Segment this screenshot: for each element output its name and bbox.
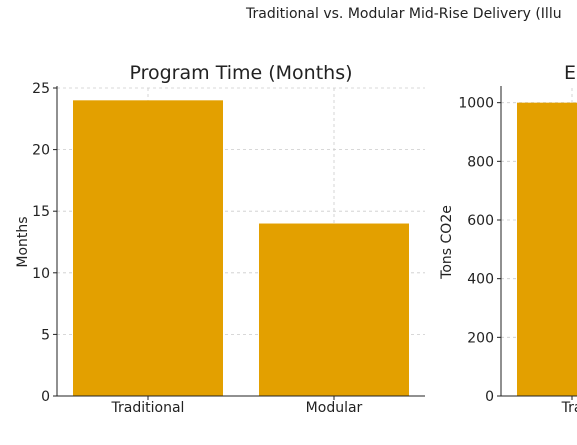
chart-title: E xyxy=(564,62,576,84)
y-tick-label: 20 xyxy=(32,143,50,159)
y-tick-label: 800 xyxy=(467,154,494,170)
y-tick-label: 0 xyxy=(41,389,50,405)
y-axis-label: Months xyxy=(15,216,31,267)
plot-area: 0 200 400 600 800 1000 Tra xyxy=(458,86,577,416)
x-tick-label: Modular xyxy=(306,400,363,416)
chart-emissions: E Tons CO2e 0 200 400 600 800 1000 Tra xyxy=(439,62,577,416)
y-tick-label: 200 xyxy=(467,330,494,346)
y-tick-label: 0 xyxy=(485,389,494,405)
bar-tra xyxy=(517,102,577,397)
bar-traditional xyxy=(73,100,223,396)
figure-suptitle: Traditional vs. Modular Mid-Rise Deliver… xyxy=(246,6,562,22)
plot-area: 0 5 10 15 20 25 Traditional Modular xyxy=(32,81,425,416)
bar-modular xyxy=(259,223,409,396)
y-axis-label: Tons CO2e xyxy=(439,205,455,280)
y-tick-label: 25 xyxy=(32,81,50,97)
y-tick-label: 5 xyxy=(41,327,50,343)
y-tick-label: 15 xyxy=(32,204,50,220)
y-tick-label: 600 xyxy=(467,213,494,229)
y-tick-label: 400 xyxy=(467,272,494,288)
y-tick-label: 10 xyxy=(32,266,50,282)
x-tick-label: Tra xyxy=(561,400,577,416)
x-tick-label: Traditional xyxy=(111,400,185,416)
y-tick-label: 1000 xyxy=(458,96,494,112)
chart-title: Program Time (Months) xyxy=(129,62,352,84)
chart-program-time: Program Time (Months) Months 0 5 10 15 20 25 T… xyxy=(15,62,425,416)
